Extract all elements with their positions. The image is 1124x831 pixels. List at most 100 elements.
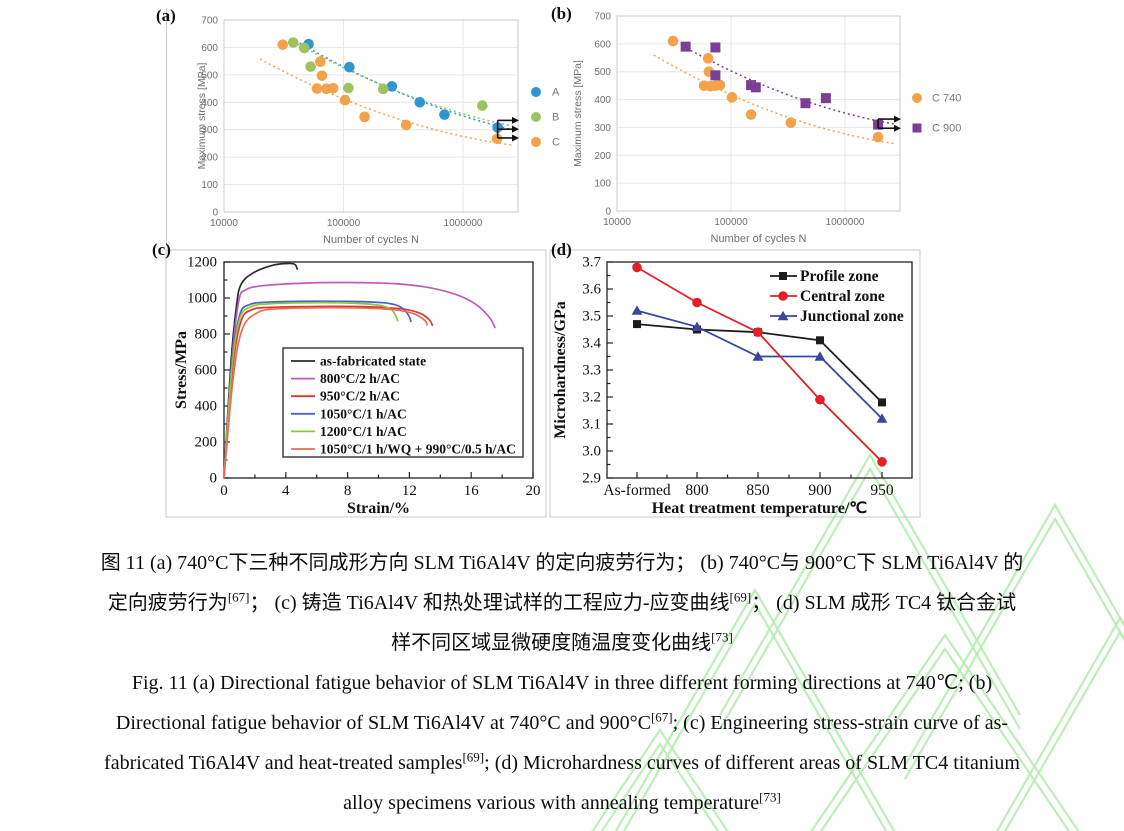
citation-superscript: [69] [729,589,752,605]
caption-line-1: 图 11 (a) 740°C下三种不同成形方向 SLM Ti6Al4V 的定向疲… [0,543,1124,583]
curve-c05cb8 [223,281,496,479]
x-axis-title: Heat treatment temperature/℃ [652,500,868,517]
caption-text: ; (d) Microhardness curves of different … [484,752,1020,774]
y-axis-title: Stress/MPa [173,331,190,409]
svg-text:100: 100 [201,180,218,191]
series-junctional-zone [631,305,888,423]
svg-text:500: 500 [201,70,218,81]
panel-d-chart: 2.9 3.0 3.1 3.2 3.3 3.4 3.5 3.6 3.7 As-formed 800 8… [549,249,921,518]
svg-text:10000: 10000 [210,218,238,229]
figure-caption: 图 11 (a) 740°C下三种不同成形方向 SLM Ti6Al4V 的定向疲… [0,543,1124,823]
caption-line-4: Fig. 11 (a) Directional fatigue behavior… [0,663,1124,703]
svg-text:3.4: 3.4 [582,336,601,352]
caption-line-2: 定向疲劳行为[67]； (c) 铸造 Ti6Al4V 和热处理试样的工程应力-应… [0,583,1124,623]
caption-line-6: fabricated Ti6Al4V and heat-treated samp… [0,743,1124,783]
svg-text:C: C [552,137,560,149]
svg-text:3.7: 3.7 [582,255,601,271]
svg-text:1000000: 1000000 [826,217,865,228]
svg-text:C 900: C 900 [932,123,961,135]
citation-superscript: [69] [462,749,485,765]
svg-text:400: 400 [201,98,218,109]
caption-text: alloy specimens various with annealing t… [343,792,760,814]
svg-text:850: 850 [746,482,770,499]
svg-text:as-fabricated state: as-fabricated state [320,354,426,369]
svg-text:3.1: 3.1 [582,417,601,433]
svg-text:600: 600 [201,43,218,54]
series-central-zone [632,262,887,467]
x-axis-title: Number of cycles N [711,233,807,245]
caption-text: 图 11 (a) 740°C下三种不同成形方向 SLM Ti6Al4V 的定向疲… [100,552,1024,574]
svg-text:300: 300 [594,123,611,134]
panel-a-left-border [166,8,167,246]
svg-text:300: 300 [201,125,218,136]
svg-text:100000: 100000 [714,217,748,228]
svg-text:20: 20 [526,483,541,499]
caption-line-3: 样不同区域显微硬度随温度变化曲线[73] [0,623,1124,663]
svg-text:0: 0 [210,471,218,487]
svg-text:1200: 1200 [187,255,217,271]
svg-text:800: 800 [685,482,709,499]
panel-label-a: (a) [156,6,176,25]
svg-text:800: 800 [195,327,218,343]
runout-arrows [496,116,519,142]
svg-text:12: 12 [402,483,417,499]
svg-text:700: 700 [201,16,218,27]
svg-text:200: 200 [201,153,218,164]
svg-text:100000: 100000 [327,218,361,229]
legend: as-fabricated state 800°C/2 h/AC 950°C/2 h… [282,347,524,458]
citation-superscript: [67] [650,709,673,725]
svg-text:500: 500 [594,67,611,78]
panel-b-chart: 0 100 200 300 400 500 600 700 10000 100000 1000000… [572,12,961,246]
citation-superscript: [73] [759,789,781,805]
svg-text:Profile zone: Profile zone [800,268,879,285]
svg-text:400: 400 [594,95,611,106]
svg-text:3.3: 3.3 [582,363,601,379]
panel-label-c: (c) [152,240,171,259]
x-axis-title: Number of cycles N [323,234,419,246]
svg-text:0: 0 [212,208,218,219]
curve-8cc63f [223,301,399,479]
svg-text:700: 700 [594,12,611,23]
svg-text:600: 600 [195,363,218,379]
caption-text: ; (c) Engineering stress-strain curve of… [672,712,1009,734]
caption-line-5: Directional fatigue behavior of SLM Ti6A… [0,703,1124,743]
y-axis-title: Microhardness/GPa [552,301,569,438]
panel-d-box [549,249,921,518]
sn-plot-a: 0 100 200 300 400 500 600 700 10000 100000 1000000… [196,16,560,247]
caption-text: 定向疲劳行为 [107,592,228,614]
legend: Profile zone Central zone Junctional zone [770,268,904,325]
caption-line-7: alloy specimens various with annealing t… [0,783,1124,823]
y-axis-title: Maximum stress [MPa] [572,60,584,167]
svg-text:3.5: 3.5 [582,309,601,325]
svg-text:1050°C/1 h/WQ + 990°C/0.5 h/AC: 1050°C/1 h/WQ + 990°C/0.5 h/AC [320,442,516,457]
svg-text:8: 8 [344,483,352,499]
caption-text: Directional fatigue behavior of SLM Ti6A… [115,712,651,734]
stress-strain-plot: 0 4 8 12 16 20020040060080010001200Strain/%St… [173,255,541,518]
svg-text:B: B [552,112,559,124]
curve-d93a2b [223,305,434,479]
svg-text:0: 0 [605,207,611,218]
series-c-740 [667,35,884,143]
caption-text: ； (c) 铸造 Ti6Al4V 和热处理试样的工程应力-应变曲线 [249,592,730,614]
series-c [277,39,503,145]
sn-plot-b: 0 100 200 300 400 500 600 700 10000 100000 1000000… [572,12,961,246]
svg-text:400: 400 [195,399,218,415]
svg-text:4: 4 [282,483,290,499]
svg-text:Central zone: Central zone [800,288,885,305]
citation-superscript: [73] [711,629,733,645]
svg-text:200: 200 [195,435,218,451]
svg-text:A: A [552,87,560,99]
microhardness-plot: 2.9 3.0 3.1 3.2 3.3 3.4 3.5 3.6 3.7 As-formed 800 8… [552,255,913,517]
panel-label-d: (d) [551,240,572,259]
svg-text:600: 600 [594,39,611,50]
panel-c-box [165,249,547,518]
svg-text:3.6: 3.6 [582,282,601,298]
svg-text:3.2: 3.2 [582,390,601,406]
panel-label-b: (b) [551,4,572,23]
caption-text: Fig. 11 (a) Directional fatigue behavior… [131,672,993,694]
svg-text:0: 0 [220,483,228,499]
svg-text:950: 950 [870,482,894,499]
svg-text:200: 200 [594,151,611,162]
svg-text:100: 100 [594,179,611,190]
